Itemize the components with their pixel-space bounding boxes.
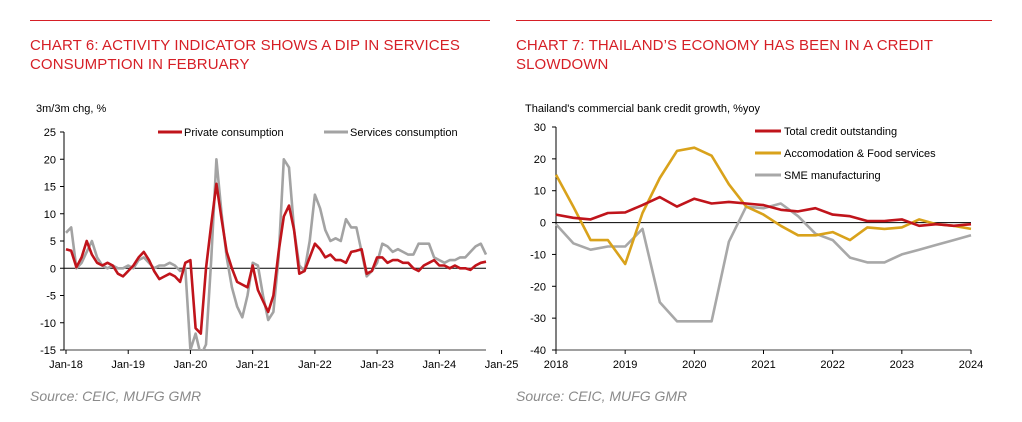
chart6-y-tick-label: 20: [44, 154, 56, 166]
chart7-ylabel: Thailand's commercial bank credit growth…: [525, 103, 761, 115]
chart7-x-tick-label: 2024: [959, 359, 983, 371]
chart7-x-tick-label: 2019: [613, 359, 637, 371]
chart7-source: Source: CEIC, MUFG GMR: [516, 388, 688, 404]
sme-manufacturing-line: [555, 202, 972, 323]
chart6-title: CHART 6: ACTIVITY INDICATOR SHOWS A DIP …: [30, 37, 460, 73]
chart6-top-rule: [30, 20, 490, 21]
services-consumption-line: [65, 158, 488, 350]
chart7-x-tick-label: 2023: [890, 359, 914, 371]
chart6-panel: CHART 6: ACTIVITY INDICATOR SHOWS A DIP …: [0, 0, 518, 422]
chart6-y-tick-label: 0: [50, 263, 56, 275]
chart7-y-tick-label: -40: [530, 345, 546, 357]
chart6-y-tick-label: -15: [40, 345, 56, 357]
chart7-y-tick-label: 10: [534, 186, 546, 198]
chart7-x-tick-label: 2018: [544, 359, 568, 371]
chart6-x-tick-label: Jan-22: [298, 359, 332, 371]
chart7-y-tick-label: 20: [534, 154, 546, 166]
private-consumption-line: [65, 182, 487, 335]
legend-private-consumption-label: Private consumption: [184, 127, 284, 139]
chart6-x-tick-label: Jan-24: [423, 359, 457, 371]
chart6-y-tick-label: 10: [44, 209, 56, 221]
total-credit-outstanding-line: [555, 195, 972, 228]
chart6-x-tick-label: Jan-23: [360, 359, 394, 371]
chart6-y-tick-label: 25: [44, 127, 56, 139]
chart6-source: Source: CEIC, MUFG GMR: [30, 388, 202, 404]
chart6-x-tick-label: Jan-19: [111, 359, 145, 371]
chart6-y-tick-label: 5: [50, 236, 56, 248]
chart7-y-tick-label: 0: [540, 218, 546, 230]
chart7-y-tick-label: -30: [530, 313, 546, 325]
chart6-plot: -15 -10 -5 0 5 10 15 20 25 Jan-18 Jan-19 Jan-20 Jan-…: [40, 127, 518, 371]
chart7-top-rule: [516, 20, 992, 21]
legend-accomodation-food-label: Accomodation & Food services: [784, 148, 936, 160]
chart6-y-tick-label: 15: [44, 182, 56, 194]
legend-sme-manufacturing-label: SME manufacturing: [784, 170, 881, 182]
chart7-y-tick-label: -20: [530, 281, 546, 293]
chart7-title: CHART 7: THAILAND’S ECONOMY HAS BEEN IN …: [516, 37, 933, 73]
chart7-y-tick-label: 30: [534, 122, 546, 134]
chart7-x-tick-label: 2020: [682, 359, 706, 371]
chart6-x-tick-label: Jan-25: [485, 359, 519, 371]
chart7-x-tick-label: 2021: [751, 359, 775, 371]
chart6-ylabel: 3m/3m chg, %: [36, 103, 107, 115]
chart7-y-tick-label: -10: [530, 249, 546, 261]
chart6-x-tick-label: Jan-21: [236, 359, 270, 371]
chart6-y-tick-label: -10: [40, 318, 56, 330]
legend-services-consumption-label: Services consumption: [350, 127, 458, 139]
chart6-x-tick-label: Jan-18: [49, 359, 83, 371]
legend-total-credit-label: Total credit outstanding: [784, 126, 897, 138]
chart7-plot: -40 -30 -20 -10 0 10 20 30 2018 2019 2020 2021 2022 2…: [530, 122, 983, 371]
chart6-x-tick-label: Jan-20: [174, 359, 208, 371]
chart7-x-tick-label: 2022: [820, 359, 844, 371]
chart7-panel: CHART 7: THAILAND’S ECONOMY HAS BEEN IN …: [511, 0, 1022, 422]
chart6-y-tick-label: -5: [46, 291, 56, 303]
accomodation-food-services-line: [554, 146, 972, 266]
